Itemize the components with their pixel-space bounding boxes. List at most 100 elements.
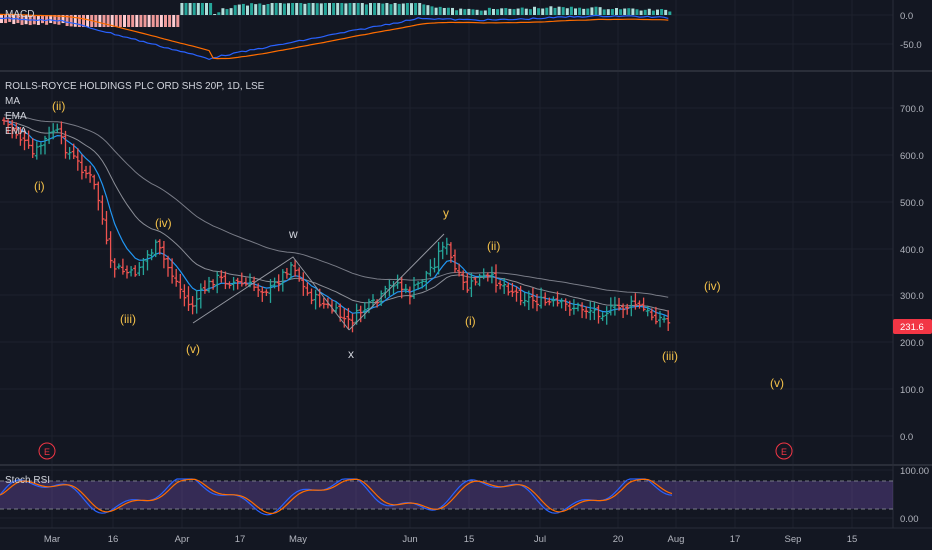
macd-histogram-bar — [73, 15, 77, 27]
macd-histogram-bar — [323, 3, 327, 15]
wave-label-x[interactable]: x — [348, 347, 354, 361]
price-bar — [47, 126, 52, 144]
price-bar — [43, 135, 47, 155]
wave-w-lines[interactable] — [192, 256, 350, 331]
macd-label[interactable]: MACD — [5, 9, 34, 20]
price-bar — [612, 296, 617, 316]
macd-histogram-bar — [459, 8, 463, 15]
macd-histogram-bar — [438, 6, 442, 15]
wave-label-iv[interactable]: (iv) — [155, 216, 172, 230]
macd-histogram-bar — [4, 15, 8, 24]
macd-histogram-bar — [623, 8, 627, 15]
macd-histogram-bar — [131, 15, 135, 27]
price-bar — [293, 259, 298, 277]
macd-histogram-bar — [127, 15, 131, 27]
wave-label-iii-2[interactable]: (iii) — [662, 349, 678, 363]
macd-histogram-bar — [467, 8, 471, 15]
wave-label-ii[interactable]: (ii) — [52, 99, 65, 113]
wave-label-iii[interactable]: (iii) — [120, 312, 136, 326]
macd-histogram-bar — [356, 3, 360, 15]
macd-histogram-bar — [102, 15, 106, 27]
price-bar — [633, 293, 638, 310]
price-bar — [321, 297, 326, 309]
price-bar — [284, 267, 289, 279]
wave-label-v-2[interactable]: (v) — [770, 376, 784, 390]
price-bar — [592, 302, 597, 320]
macd-signal-line — [0, 13, 669, 60]
macd-histogram-bar — [504, 8, 508, 15]
macd-histogram-bar — [643, 9, 647, 15]
ema-indicator-label-1[interactable]: EMA — [5, 111, 27, 122]
earnings-marker-2[interactable]: E — [775, 442, 793, 460]
price-bar — [510, 282, 515, 297]
wave-label-i-2[interactable]: (i) — [465, 314, 476, 328]
wave-label-w[interactable]: w — [288, 227, 298, 241]
price-bar — [84, 165, 88, 179]
price-bar — [489, 266, 494, 284]
price-bar — [10, 119, 15, 139]
macd-histogram-bar — [274, 3, 278, 15]
macd-histogram-bar — [151, 15, 155, 27]
macd-histogram-bar — [348, 3, 352, 15]
wave-label-i[interactable]: (i) — [34, 179, 45, 193]
price-bar — [522, 292, 527, 307]
price-bar — [395, 274, 400, 289]
wave-y-lines[interactable] — [348, 233, 445, 331]
macd-histogram-bar — [565, 8, 569, 15]
price-bar — [280, 269, 285, 292]
price-bar — [198, 283, 203, 309]
macd-histogram-bar — [98, 15, 102, 27]
macd-histogram-bar — [147, 15, 151, 27]
wave-label-iv-2[interactable]: (iv) — [704, 279, 721, 293]
wave-label-ii-2[interactable]: (ii) — [487, 239, 500, 253]
macd-histogram-bar — [233, 5, 237, 15]
ma-indicator-label[interactable]: MA — [5, 96, 20, 107]
price-bar — [584, 306, 589, 319]
price-bar — [14, 122, 19, 139]
macd-histogram-bar — [41, 15, 44, 24]
price-bar — [235, 277, 240, 290]
price-axis-label: 600.0 — [900, 151, 924, 162]
price-bar — [412, 276, 416, 299]
macd-histogram-bar — [414, 3, 418, 15]
macd-histogram-bar — [631, 8, 635, 15]
macd-histogram-bar — [434, 7, 438, 15]
price-bar — [539, 287, 544, 309]
macd-histogram-bar — [344, 3, 348, 16]
price-axis[interactable]: 0.0 -50.0 700.0 600.0 500.0 400.0 300.0 … — [900, 11, 929, 525]
price-bar — [223, 271, 228, 290]
ema-indicator-label-2[interactable]: EMA — [5, 126, 27, 137]
price-bar — [477, 273, 482, 287]
macd-histogram-bar — [590, 7, 594, 15]
macd-histogram-bar — [569, 6, 573, 16]
macd-histogram-bar — [299, 3, 303, 15]
macd-histogram-bar — [53, 15, 57, 25]
macd-histogram-bar — [500, 8, 504, 15]
price-bar — [104, 210, 109, 245]
time-axis[interactable]: Mar 16 Apr 17 May Jun 15 Jul 20 Aug 17 S… — [44, 534, 857, 545]
time-axis-label: May — [289, 534, 307, 545]
macd-histogram-bar — [159, 15, 163, 27]
price-bar — [473, 276, 478, 286]
macd-histogram-bar — [442, 7, 446, 15]
earnings-marker-1[interactable]: E — [38, 442, 56, 460]
macd-histogram-bar — [606, 9, 610, 15]
price-bar — [559, 298, 564, 309]
macd-histogram-bar — [426, 5, 430, 16]
wave-label-v[interactable]: (v) — [186, 342, 200, 356]
chart-title[interactable]: ROLLS-ROYCE HOLDINGS PLC ORD SHS 20P, 1D… — [5, 81, 265, 92]
macd-histogram-bar — [184, 3, 188, 15]
time-axis-label: 20 — [613, 534, 624, 545]
macd-histogram-bar — [270, 3, 274, 15]
stoch-rsi-label[interactable]: Stoch RSI — [5, 475, 50, 486]
price-bar — [67, 147, 72, 160]
price-bar — [88, 165, 93, 183]
stoch-axis-label: 100.00 — [900, 466, 929, 477]
macd-histogram-bar — [479, 10, 483, 15]
wave-label-y[interactable]: y — [443, 206, 449, 220]
price-bar — [518, 285, 523, 306]
price-bar — [96, 181, 101, 211]
macd-histogram-bar — [410, 3, 413, 15]
